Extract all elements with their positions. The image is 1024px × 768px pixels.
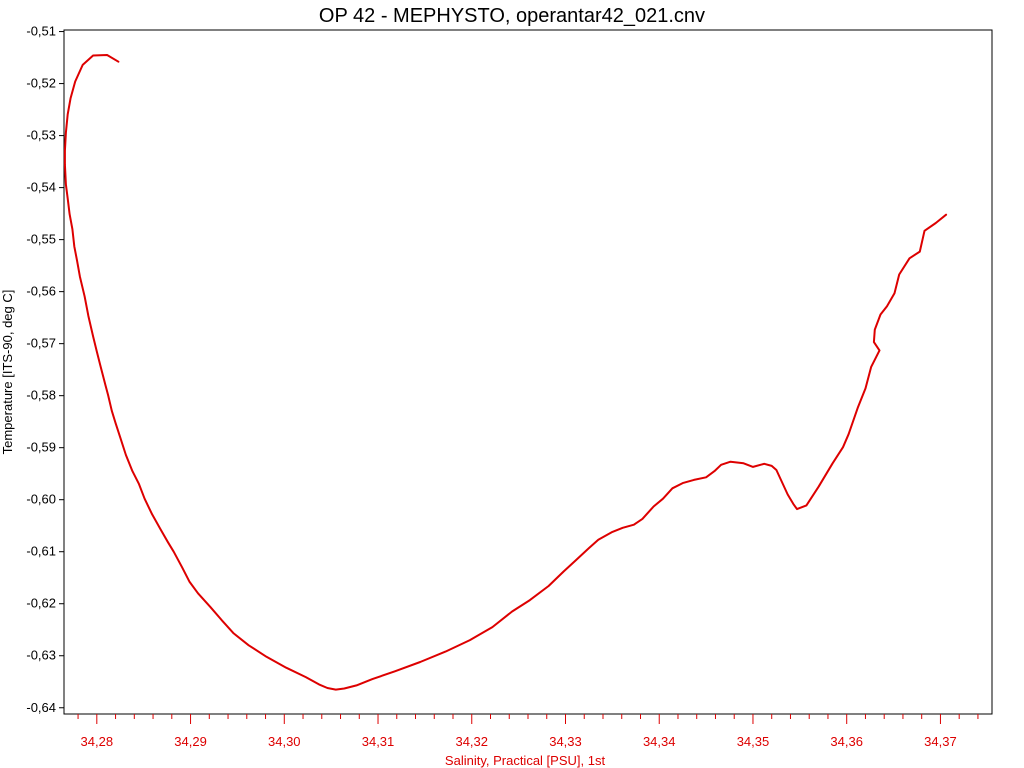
y-axis: -0,51 -0,52 -0,53 -0,54 -0,55 -0,56 -0,57 -0,58…	[26, 24, 64, 715]
y-tick-label: -0,59	[26, 440, 56, 455]
x-tick-label: 34,37	[924, 734, 957, 749]
y-tick-label: -0,56	[26, 284, 56, 299]
y-tick-label: -0,61	[26, 544, 56, 559]
y-tick-label: -0,55	[26, 232, 56, 247]
x-tick-label: 34,31	[362, 734, 395, 749]
x-tick-label: 34,32	[455, 734, 488, 749]
y-tick-label: -0,53	[26, 128, 56, 143]
y-tick-label: -0,57	[26, 336, 56, 351]
x-tick-label: 34,34	[643, 734, 676, 749]
y-tick-label: -0,58	[26, 388, 56, 403]
series-line	[63, 54, 948, 691]
x-tick-label: 34,30	[268, 734, 301, 749]
y-axis-label: Temperature [ITS-90, deg C]	[0, 290, 15, 455]
x-axis-label: Salinity, Practical [PSU], 1st	[445, 753, 606, 768]
x-tick-label: 34,28	[81, 734, 114, 749]
y-tick-label: -0,52	[26, 76, 56, 91]
y-tick-label: -0,64	[26, 700, 56, 715]
x-axis: 34,28 34,29 34,30 34,31 34,32 34,33 34,34 34,35…	[77, 714, 979, 749]
y-tick-label: -0,60	[26, 492, 56, 507]
y-tick-label: -0,62	[26, 596, 56, 611]
x-tick-label: 34,35	[737, 734, 770, 749]
y-tick-label: -0,51	[26, 24, 56, 39]
x-tick-label: 34,36	[830, 734, 863, 749]
plot-frame	[63, 29, 993, 715]
x-tick-label: 34,33	[549, 734, 582, 749]
x-tick-label: 34,29	[174, 734, 207, 749]
chart-title: OP 42 - MEPHYSTO, operantar42_021.cnv	[319, 5, 705, 27]
y-tick-label: -0,54	[26, 180, 56, 195]
y-tick-label: -0,63	[26, 648, 56, 663]
series-layer	[63, 54, 948, 691]
